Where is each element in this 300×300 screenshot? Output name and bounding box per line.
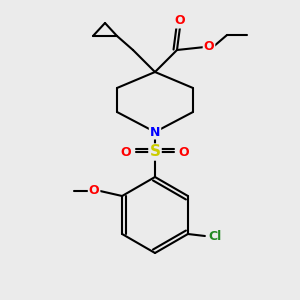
Text: O: O (179, 146, 189, 158)
Text: O: O (175, 14, 185, 28)
Text: S: S (149, 145, 161, 160)
Text: Cl: Cl (208, 230, 221, 244)
Text: N: N (150, 125, 160, 139)
Text: O: O (121, 146, 131, 158)
Text: O: O (89, 184, 99, 197)
Text: O: O (204, 40, 214, 53)
